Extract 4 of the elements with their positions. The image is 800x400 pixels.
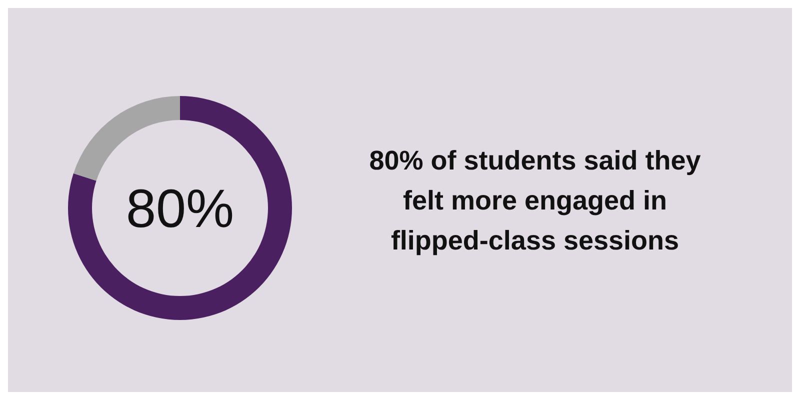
data-label: 80% [126, 178, 234, 239]
text: 80% of students said they felt more engaged in flipped-class sessions [369, 145, 701, 256]
donut-slice [73, 96, 180, 181]
donut-slice [68, 96, 292, 320]
